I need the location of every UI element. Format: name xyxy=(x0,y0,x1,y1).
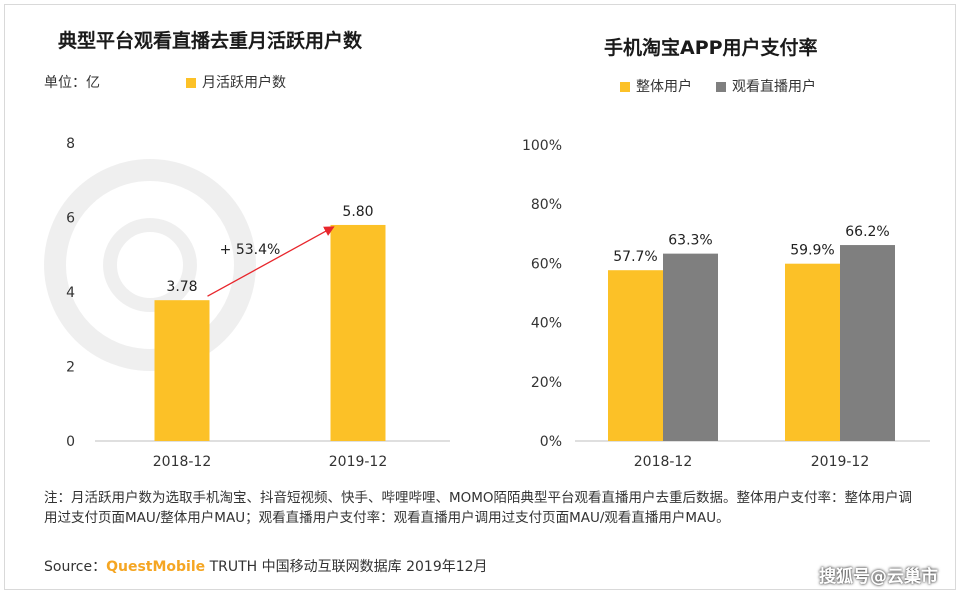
right-legend-item-live: 观看直播用户 xyxy=(716,76,816,96)
left-ytick-label: 0 xyxy=(66,434,75,450)
source-prefix: Source： xyxy=(44,559,107,575)
source-brand: QuestMobile xyxy=(106,559,206,575)
right-ytick-label: 60% xyxy=(531,256,562,272)
left-chart: 0 2 4 6 8 3.78 2018-12 5.80 2019-12 + 53.4% xyxy=(66,136,450,470)
right-bar-2019-12-0 xyxy=(785,263,840,441)
right-chart: 0% 20% 40% 60% 80% 100% 57.7% 63.3% 2018-12 59.9%… xyxy=(522,138,930,470)
left-ytick-label: 8 xyxy=(66,136,75,152)
right-ytick-label: 80% xyxy=(531,197,562,213)
left-ytick-label: 4 xyxy=(66,285,75,301)
left-legend-label: 月活跃用户数 xyxy=(202,75,286,91)
right-legend-swatch-overall xyxy=(620,82,630,92)
platform-watermark: 搜狐号@云巢市 xyxy=(819,567,938,587)
left-legend-swatch xyxy=(186,78,196,88)
chart-frame xyxy=(4,4,956,590)
right-data-label: 63.3% xyxy=(668,233,712,249)
growth-annotation: + 53.4% xyxy=(220,242,281,258)
left-chart-title: 典型平台观看直播去重月活跃用户数 xyxy=(58,30,363,52)
watermark-logo xyxy=(44,159,256,371)
left-data-label: 5.80 xyxy=(342,204,373,220)
left-xtick-label: 2018-12 xyxy=(153,454,212,470)
right-ytick-label: 40% xyxy=(531,316,562,332)
source-rest: TRUTH 中国移动互联网数据库 2019年12月 xyxy=(205,559,488,575)
left-unit-label: 单位：亿 xyxy=(44,75,100,91)
left-legend: 月活跃用户数 xyxy=(186,72,286,92)
left-bar-2019-12 xyxy=(330,224,386,441)
left-ytick-label: 6 xyxy=(66,211,75,227)
right-legend-label-overall: 整体用户 xyxy=(636,79,692,95)
left-data-label: 3.78 xyxy=(166,279,197,295)
left-xtick-label: 2019-12 xyxy=(329,454,388,470)
right-legend-swatch-live xyxy=(716,82,726,92)
right-bar-2018-12-1 xyxy=(663,253,718,441)
right-ytick-label: 100% xyxy=(522,138,562,154)
right-bar-2019-12-1 xyxy=(840,245,895,441)
right-legend-label-live: 观看直播用户 xyxy=(732,79,816,95)
right-xtick-label: 2019-12 xyxy=(811,454,870,470)
right-chart-title: 手机淘宝APP用户支付率 xyxy=(604,37,818,59)
right-data-label: 57.7% xyxy=(613,249,657,265)
right-data-label: 59.9% xyxy=(790,243,834,259)
left-bar-2018-12 xyxy=(154,300,210,441)
right-legend-item-overall: 整体用户 xyxy=(620,76,692,96)
right-xtick-label: 2018-12 xyxy=(634,454,693,470)
right-bar-2018-12-0 xyxy=(608,270,663,441)
source-line: Source：QuestMobile TRUTH 中国移动互联网数据库 2019… xyxy=(44,556,488,576)
footnote: 注：月活跃用户数为选取手机淘宝、抖音短视频、快手、哔哩哔哩、MOMO陌陌典型平台… xyxy=(44,490,913,526)
right-ytick-label: 0% xyxy=(540,434,562,450)
right-data-label: 66.2% xyxy=(845,224,889,240)
right-ytick-label: 20% xyxy=(531,375,562,391)
growth-arrow xyxy=(207,226,335,297)
left-ytick-label: 2 xyxy=(66,360,75,376)
